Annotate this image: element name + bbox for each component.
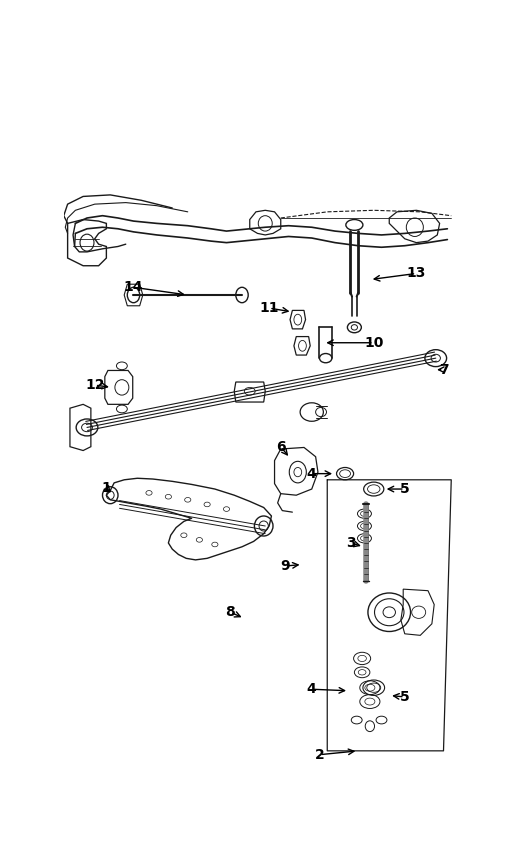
Text: 9: 9 [279,559,289,573]
Text: 5: 5 [399,482,409,496]
Text: 14: 14 [124,280,143,294]
Text: 11: 11 [259,301,278,315]
Text: 3: 3 [345,536,355,550]
Text: 4: 4 [306,466,316,480]
Text: 4: 4 [306,682,316,696]
Text: 6: 6 [275,440,285,453]
Text: 13: 13 [406,266,425,280]
Text: 5: 5 [399,690,409,704]
Bar [363,505,367,582]
Text: 10: 10 [363,336,383,349]
Text: 12: 12 [85,378,104,392]
Text: 7: 7 [438,362,447,376]
Text: 1: 1 [101,480,111,494]
Text: 8: 8 [225,605,235,619]
Text: 2: 2 [314,747,324,762]
